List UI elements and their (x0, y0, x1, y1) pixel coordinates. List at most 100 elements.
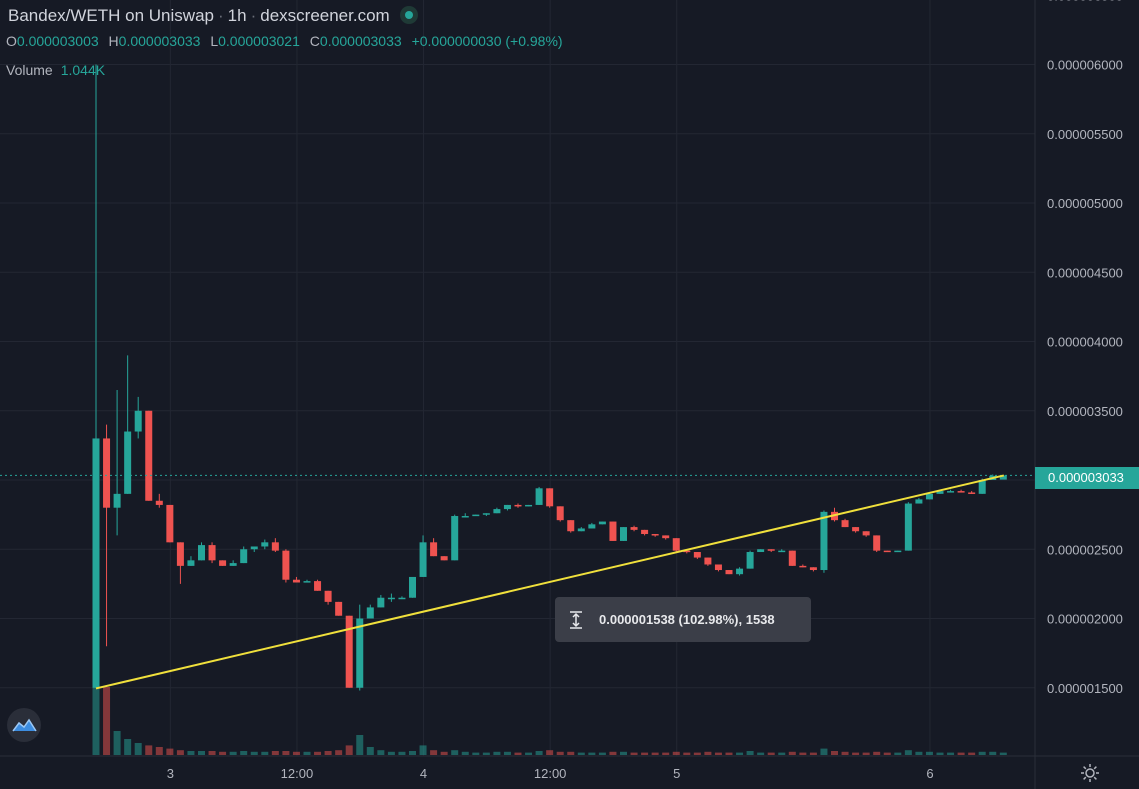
volume-bar (757, 752, 765, 755)
chart-title: Bandex/WETH on Uniswap · 1h · dexscreener.co… (8, 6, 418, 26)
candle-body (567, 520, 575, 532)
x-tick-label: 3 (167, 766, 174, 781)
volume-bar (546, 750, 554, 755)
volume-bar (620, 751, 627, 755)
candle-body (282, 550, 290, 580)
volume-bar (947, 752, 955, 755)
volume-bar (999, 752, 1007, 755)
candle-body (809, 567, 817, 571)
candle-body (409, 576, 416, 598)
candle-body (693, 552, 701, 558)
candle-body (620, 527, 627, 541)
candle-body (904, 503, 912, 551)
volume-bar (134, 743, 142, 755)
candle-body (198, 545, 205, 561)
candle-body (894, 550, 902, 553)
volume-value: 1.044K (60, 62, 106, 78)
candle-body (978, 480, 986, 494)
y-tick-label: 0.000002500 (1047, 542, 1123, 557)
candle-body (461, 516, 469, 518)
candle-body (292, 579, 300, 583)
candle-body (314, 581, 322, 591)
price-axis[interactable]: 0.000006500 0.000006000 0.000005500 0.00000… (1047, 0, 1123, 696)
volume-bar (440, 751, 448, 755)
volume-bar (430, 750, 438, 755)
volume-bar (472, 752, 480, 755)
volume-bar (672, 751, 680, 755)
x-tick-label: 6 (926, 766, 933, 781)
volume-bar (261, 751, 269, 755)
candle-body (609, 521, 617, 541)
close-key: C (309, 33, 320, 49)
candle-body (714, 564, 722, 571)
open-key: O (6, 33, 17, 49)
candle-body (345, 615, 353, 688)
candle-body (134, 410, 142, 432)
y-tick-label: 0.000002000 (1047, 612, 1123, 627)
volume-bar (482, 752, 490, 755)
candle-body (841, 520, 849, 528)
volume-bar (641, 752, 649, 755)
volume-bar (113, 731, 121, 755)
volume-bar (292, 751, 300, 755)
volume-bar (746, 751, 754, 755)
volume-bar (208, 751, 216, 755)
volume-bar (894, 752, 902, 755)
volume-bar (936, 752, 944, 755)
candle-body (250, 546, 258, 550)
volume-bar (145, 745, 153, 755)
candle-body (335, 601, 343, 616)
gear-icon[interactable] (1080, 763, 1100, 783)
volume-bar (176, 750, 184, 755)
volume-bar (831, 751, 838, 755)
candle-body (862, 531, 870, 536)
volume-bar (187, 751, 195, 755)
trendline[interactable] (95, 474, 1005, 690)
volume-bar (588, 752, 596, 755)
volume-bar (345, 745, 353, 755)
volume-bar (398, 751, 406, 755)
volume-bar (873, 751, 881, 755)
y-tick-label: 0.000005000 (1047, 196, 1123, 211)
candle-body (915, 499, 923, 504)
dexscreener-logo-icon[interactable] (7, 708, 41, 742)
candle-body (356, 618, 364, 688)
volume-bar (198, 751, 205, 755)
measure-tooltip: 0.000001538 (102.98%), 1538 (555, 597, 811, 642)
volume-bar (324, 751, 332, 755)
candle-body (430, 542, 438, 557)
candle-body (271, 542, 279, 551)
volume-bar (725, 752, 733, 755)
candle-body (873, 535, 881, 551)
candle-body (588, 524, 596, 529)
candle-body (419, 542, 427, 577)
candle-body (387, 597, 395, 600)
candle-body (514, 504, 522, 507)
candle-body (145, 410, 153, 501)
market-status-icon (399, 6, 418, 24)
candle-body (398, 597, 406, 600)
candle-body (303, 581, 311, 583)
volume-bar (862, 752, 870, 755)
candle-body (440, 556, 448, 561)
candle-body (757, 549, 765, 553)
y-tick-label: 0.000005500 (1047, 127, 1123, 142)
candle-body (535, 488, 543, 505)
candle-body (704, 557, 712, 565)
volume-bar (219, 751, 227, 755)
volume-bar (240, 751, 248, 755)
volume-bar (609, 751, 617, 755)
candle-body (261, 542, 269, 547)
candle-body (936, 491, 944, 494)
volume-bar (683, 752, 691, 755)
x-tick-label: 12:00 (281, 766, 314, 781)
volume-bar (493, 751, 501, 755)
candle-body (662, 535, 670, 539)
candle-body (577, 528, 585, 532)
volume-key: Volume (6, 62, 53, 78)
volume-bar (915, 751, 923, 755)
volume-bar (567, 751, 575, 755)
y-tick-label: 0.000004000 (1047, 335, 1123, 350)
